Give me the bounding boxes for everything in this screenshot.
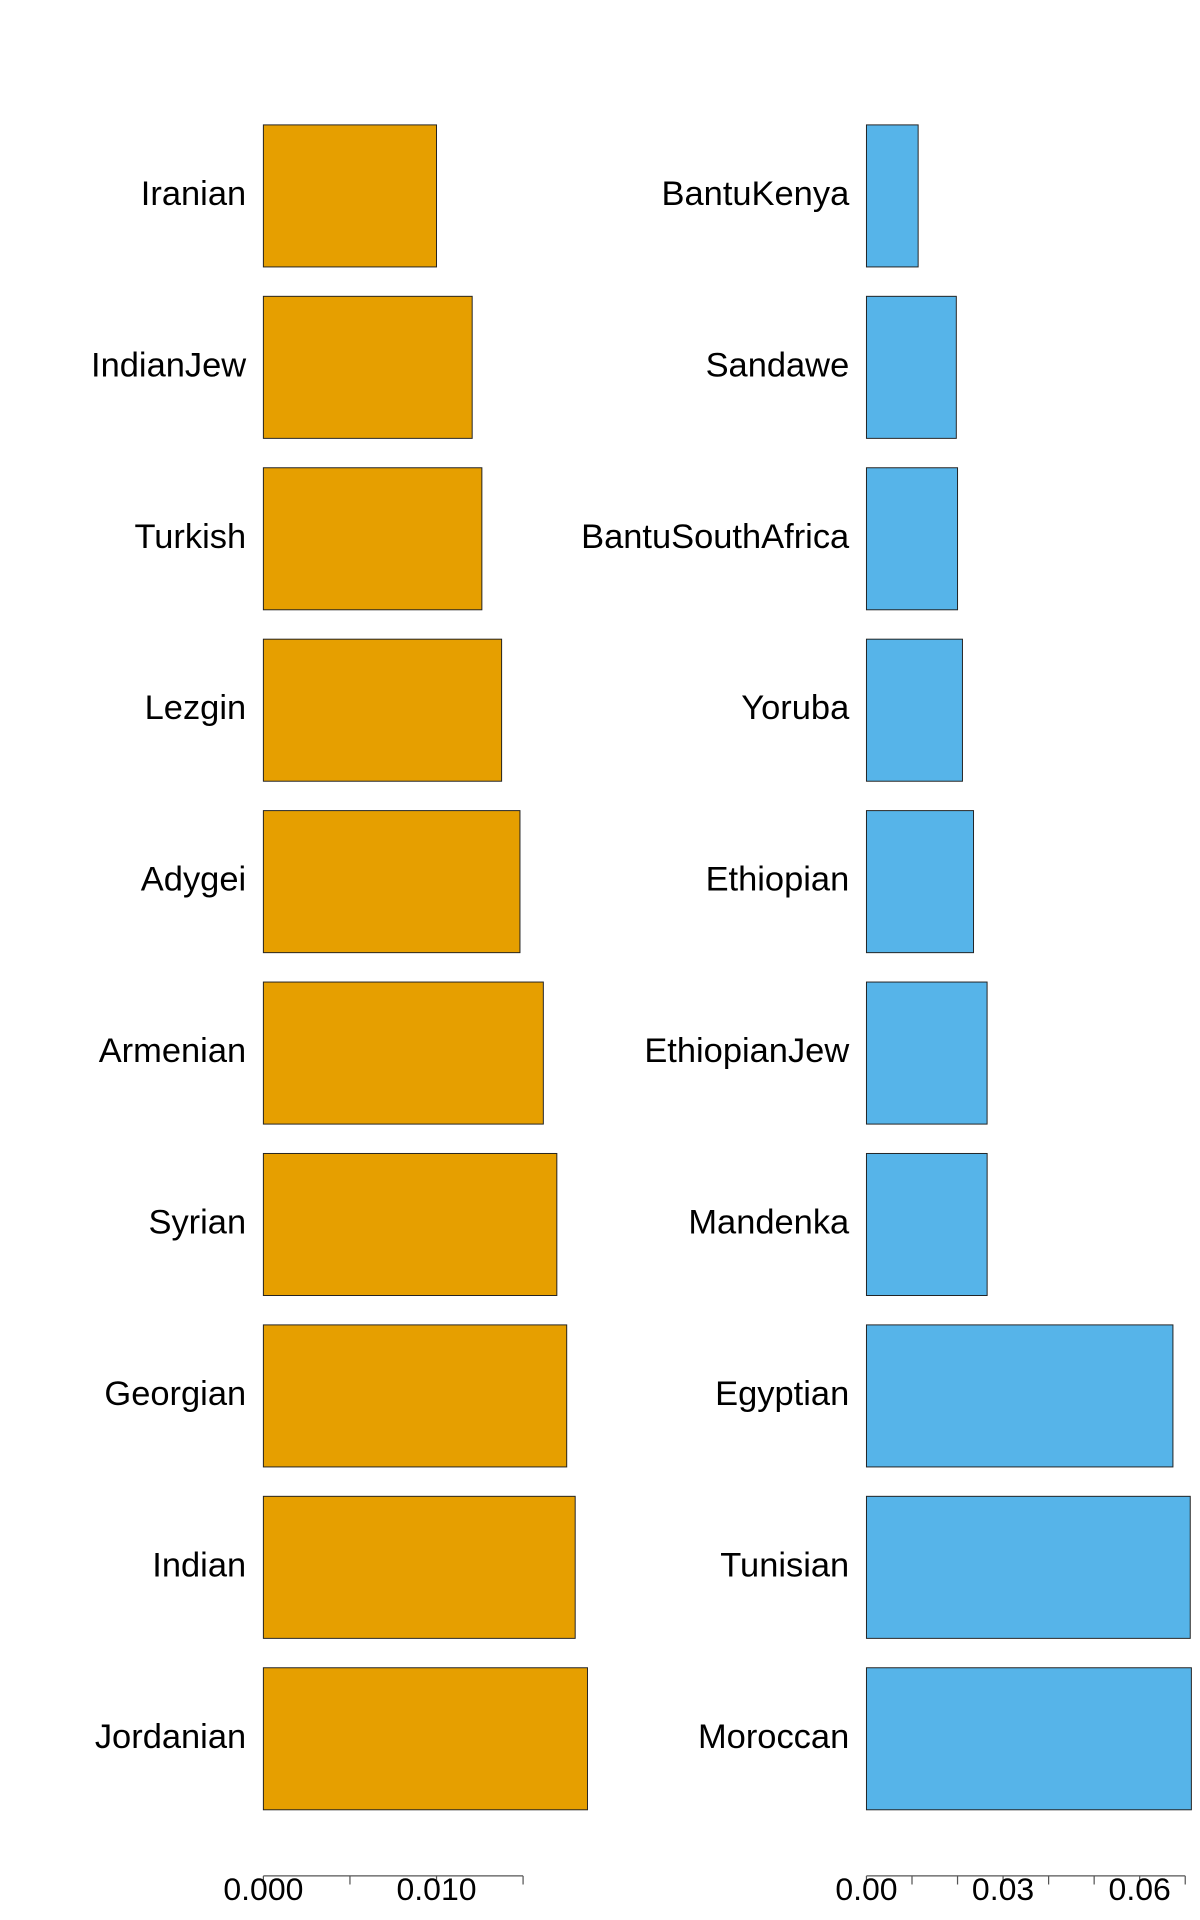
bar [262,1324,568,1468]
bar [865,810,975,954]
category-label: BantuSouthAfrica [581,518,850,556]
bar [865,638,963,782]
bar [865,981,988,1125]
bar [865,1495,1191,1639]
category-label: Tunisian [720,1546,849,1584]
category-label: Egyptian [715,1375,849,1413]
category-label: Armenian [99,1032,246,1070]
bar [262,124,438,268]
bar [262,295,473,439]
bar [262,1152,558,1296]
category-label: Georgian [104,1375,246,1413]
bar [865,295,957,439]
category-label: Sandawe [706,346,850,384]
category-label: Moroccan [698,1718,849,1756]
x-tick-label: 0.000 [223,1871,303,1907]
category-label: Jordanian [95,1718,246,1756]
bar [865,467,959,611]
bar [865,1152,988,1296]
x-tick-label: 0.010 [396,1871,476,1907]
bar [262,981,544,1125]
category-label: Iranian [141,175,246,213]
category-label: Mandenka [688,1204,850,1242]
bar [262,467,483,611]
bar [865,1667,1192,1811]
x-tick-label: 0.06 [1109,1871,1171,1907]
category-label: Turkish [134,518,246,556]
x-tick-label: 0.00 [835,1871,897,1907]
category-label: BantuKenya [662,175,851,213]
bar [262,810,521,954]
bar [865,1324,1174,1468]
category-label: Syrian [148,1204,246,1242]
bar [865,124,919,268]
category-label: Ethiopian [706,861,850,899]
category-label: Lezgin [145,689,247,727]
x-tick-label: 0.03 [972,1871,1034,1907]
bar [262,1667,588,1811]
bar [262,638,503,782]
category-label: Adygei [141,861,246,899]
category-label: EthiopianJew [644,1032,849,1070]
category-label: Yoruba [741,689,850,727]
category-label: Indian [152,1546,246,1584]
bar [262,1495,576,1639]
category-label: IndianJew [91,346,246,384]
